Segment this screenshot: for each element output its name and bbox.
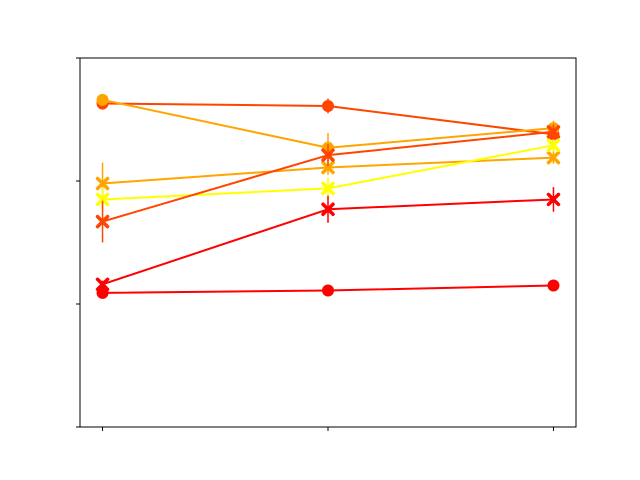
series-5-point-0 <box>95 214 110 229</box>
axes <box>76 57 577 431</box>
series-4 <box>95 138 561 212</box>
series-5-point-1 <box>321 148 335 162</box>
series-6-point-1 <box>321 202 335 217</box>
series-3-point-2 <box>546 150 561 165</box>
series-1-point-0 <box>96 93 109 106</box>
series-4-point-1 <box>321 181 335 196</box>
series-4-point-0 <box>95 192 110 207</box>
series-3-point-1 <box>321 160 335 175</box>
series-2-point-0 <box>96 286 109 299</box>
series-6-point-0 <box>95 277 110 292</box>
series-3-point-0 <box>95 176 110 191</box>
series-0-point-1 <box>322 99 334 112</box>
series-6 <box>95 187 561 292</box>
series-layer <box>95 93 561 299</box>
series-2-point-1 <box>322 284 334 297</box>
series-2-point-2 <box>547 279 560 292</box>
series-5 <box>95 124 561 243</box>
series-4-point-2 <box>546 138 561 153</box>
series-5-point-2 <box>546 125 561 139</box>
series-3 <box>95 150 561 205</box>
series-2 <box>96 279 560 299</box>
series-6-point-2 <box>546 192 561 207</box>
